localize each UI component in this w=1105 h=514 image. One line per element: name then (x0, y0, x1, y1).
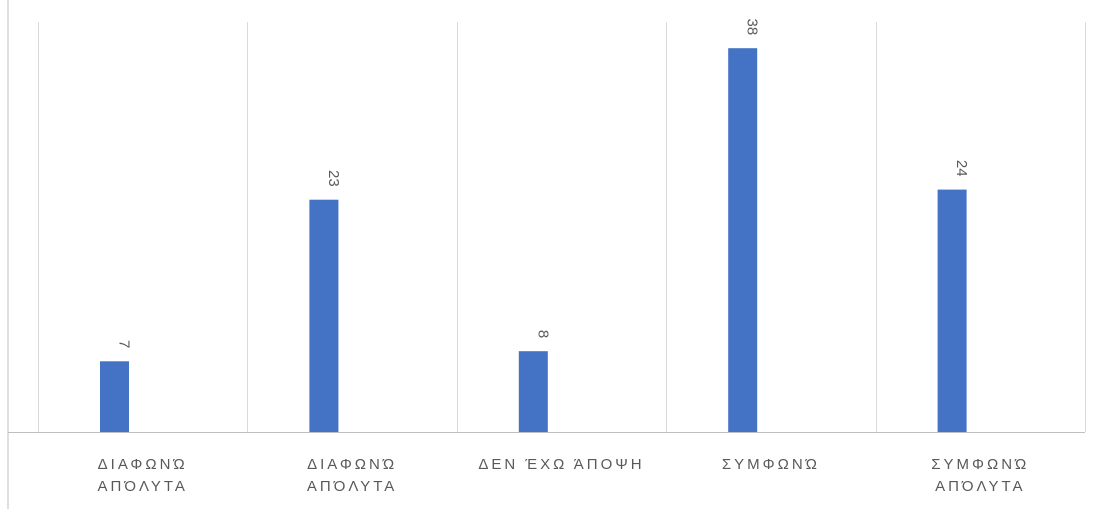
data-label: 23 (325, 170, 342, 187)
data-labels-layer: 7 23 8 38 24 (116, 19, 971, 349)
bar (728, 48, 758, 432)
category-label: ΑΠΌΛΥΤΑ (307, 478, 397, 495)
category-label: ΔΙΑΦΩΝΏ (307, 456, 397, 473)
data-label: 24 (953, 160, 970, 177)
category-labels-layer: ΔΙΑΦΩΝΏ ΑΠΌΛΥΤΑ ΔΙΑΦΩΝΏ ΑΠΌΛΥΤΑ ΔΕΝ ΈΧΩ ΆΠΟΨ… (97, 456, 1029, 495)
category-label: ΣΥΜΦΩΝΏ (722, 456, 820, 473)
bar (309, 199, 339, 432)
category-label: ΔΕΝ ΈΧΩ ΆΠΟΨΗ (478, 456, 644, 473)
bar (937, 189, 967, 432)
bars-layer (100, 48, 967, 432)
data-label: 7 (116, 340, 133, 348)
grid-layer (7, 0, 1086, 509)
category-label: ΣΥΜΦΩΝΏ (931, 456, 1029, 473)
category-label: ΑΠΌΛΥΤΑ (97, 478, 187, 495)
bar (518, 351, 548, 432)
data-label: 38 (744, 19, 761, 36)
data-label: 8 (534, 330, 551, 338)
category-label: ΔΙΑΦΩΝΏ (98, 456, 188, 473)
bar (100, 361, 129, 432)
category-label: ΑΠΌΛΥΤΑ (935, 478, 1025, 495)
